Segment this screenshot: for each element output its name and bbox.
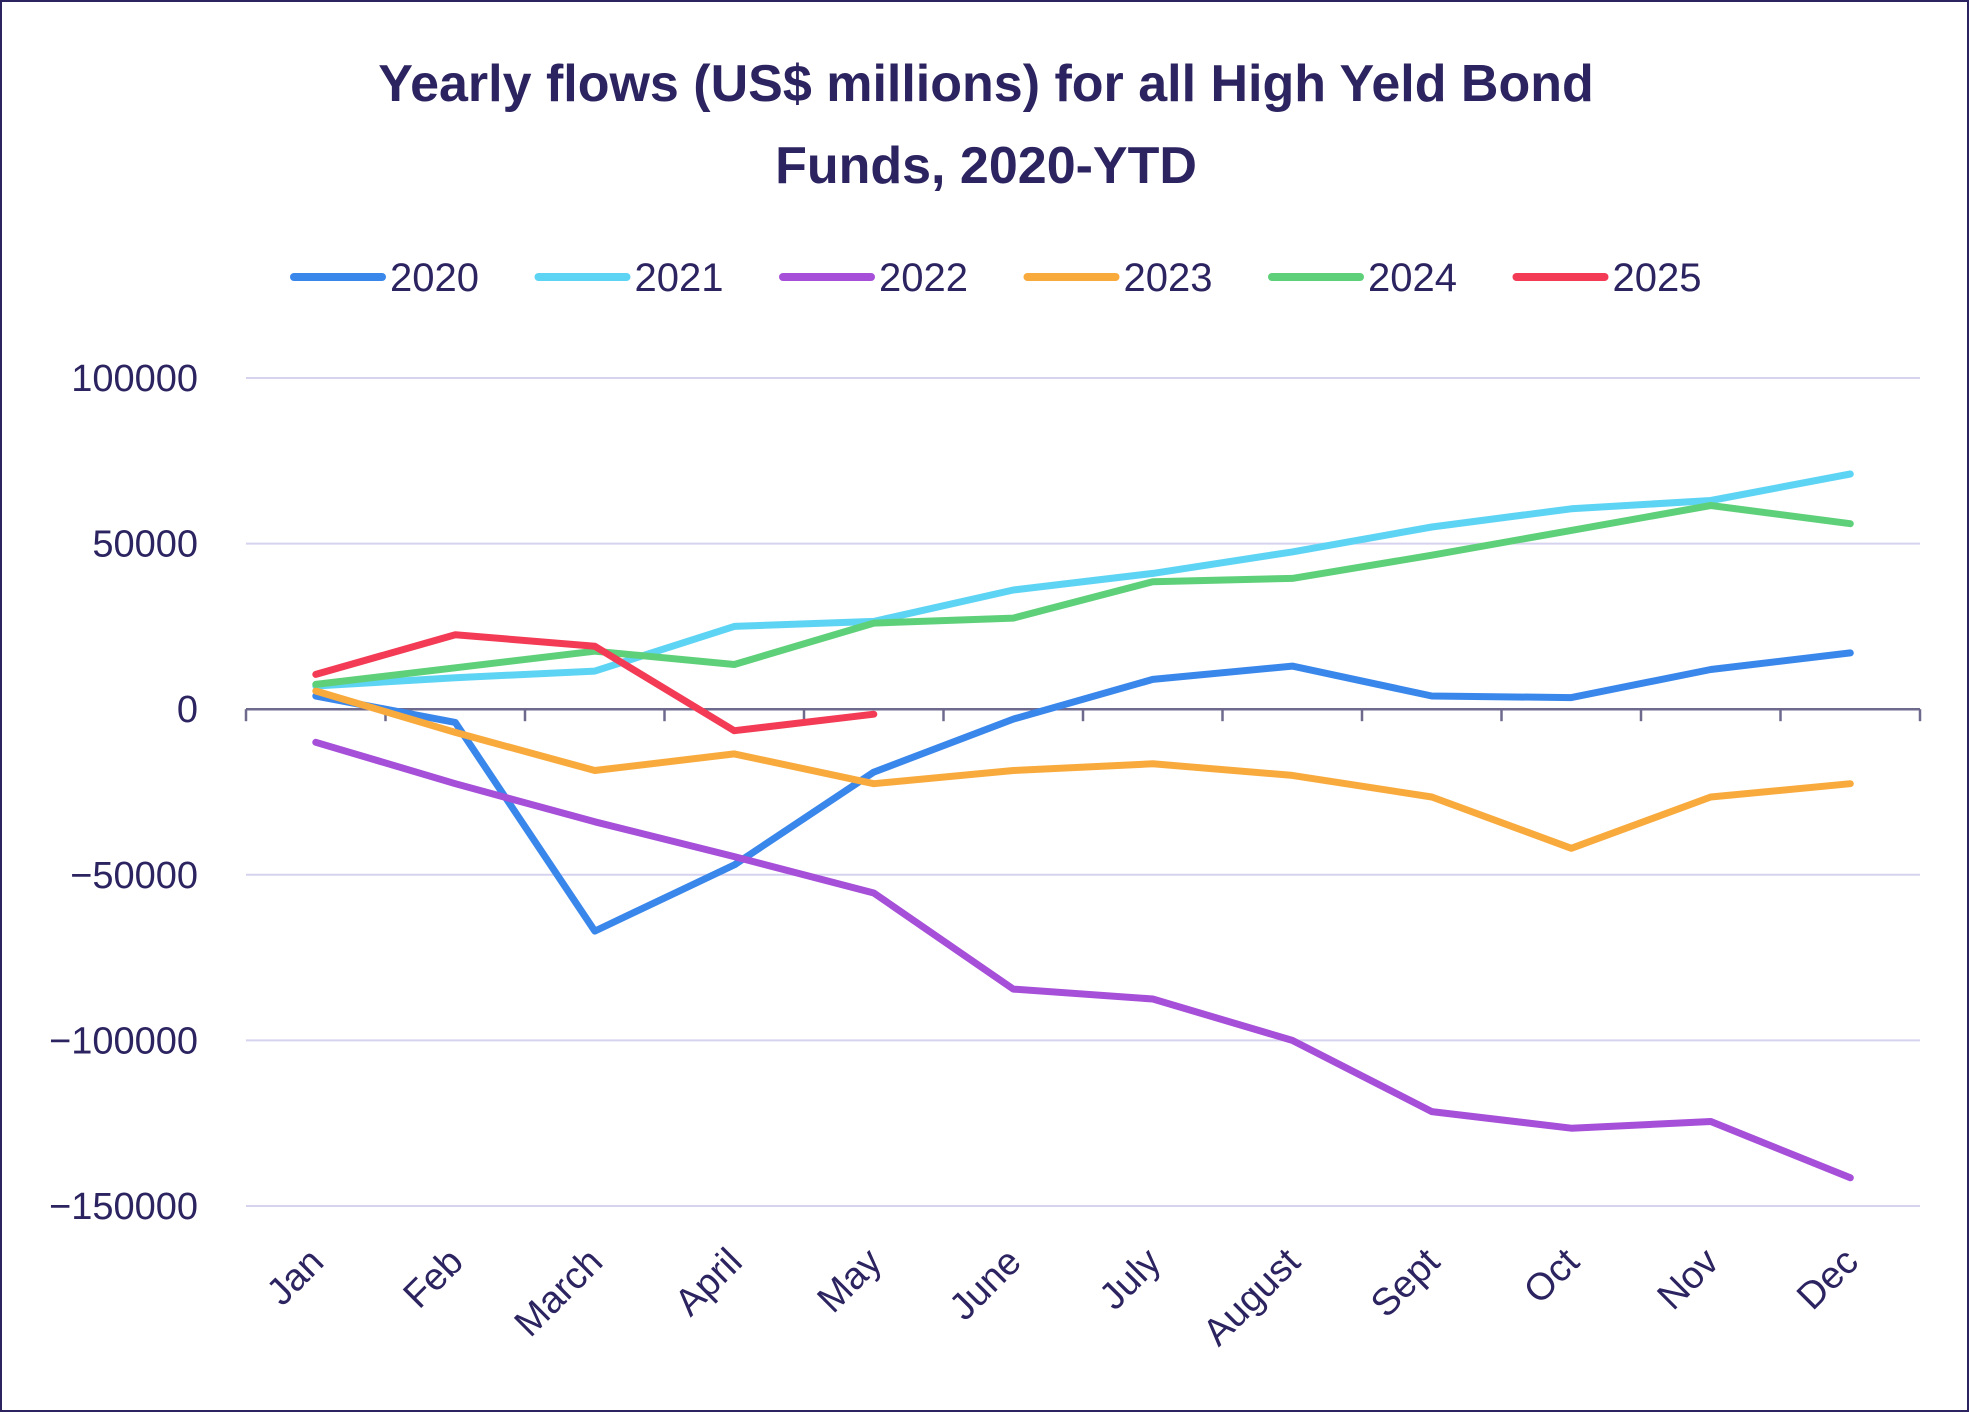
legend: 2020 2021 2022 2023 2024 2025 <box>290 256 1702 300</box>
y-tick-label: 0 <box>177 689 198 731</box>
legend-label-2025: 2025 <box>1613 256 1702 300</box>
legend-label-2021: 2021 <box>635 256 724 300</box>
y-axis-tick-labels: 100000 50000 0 −50000 −100000 −150000 <box>49 358 198 1228</box>
series-line-2023 <box>312 687 1854 852</box>
series-line-2020 <box>312 649 1854 935</box>
y-tick-label: 50000 <box>92 524 198 566</box>
y-tick-label: −50000 <box>70 855 198 897</box>
legend-label-2020: 2020 <box>390 256 479 300</box>
grid-lines <box>246 377 1920 1207</box>
series-lines <box>312 470 1854 1182</box>
x-tick-label: April <box>667 1241 750 1324</box>
x-tick-label: Oct <box>1516 1240 1588 1312</box>
x-tick-label: May <box>810 1241 890 1321</box>
y-tick-label: −150000 <box>49 1186 198 1228</box>
x-tick-label: July <box>1092 1241 1169 1318</box>
x-tick-label: Jan <box>259 1241 332 1314</box>
axes <box>244 707 1922 722</box>
y-tick-label: 100000 <box>71 358 198 400</box>
series-line-2024 <box>312 502 1854 688</box>
x-tick-label: Nov <box>1650 1241 1727 1318</box>
x-tick-label: August <box>1195 1240 1309 1354</box>
x-tick-label: March <box>507 1241 611 1345</box>
series-line-2021 <box>312 470 1854 690</box>
x-tick-label: June <box>942 1241 1030 1329</box>
legend-label-2024: 2024 <box>1368 256 1457 300</box>
y-tick-label: −100000 <box>49 1020 198 1062</box>
x-tick-label: Dec <box>1789 1241 1866 1318</box>
legend-label-2022: 2022 <box>879 256 968 300</box>
x-axis-tick-labels: Jan Feb March April May June July August Sept Oct… <box>259 1240 1867 1354</box>
x-tick-label: Sept <box>1363 1240 1448 1325</box>
series-line-2025 <box>312 631 878 735</box>
chart-title-line-1: Yearly flows (US$ millions) for all High… <box>378 55 1594 113</box>
legend-label-2023: 2023 <box>1124 256 1213 300</box>
series-line-2022 <box>312 738 1854 1182</box>
chart-title: Yearly flows (US$ millions) for all High… <box>378 55 1594 195</box>
chart-title-line-2: Funds, 2020-YTD <box>775 137 1197 195</box>
x-tick-label: Feb <box>396 1241 472 1317</box>
